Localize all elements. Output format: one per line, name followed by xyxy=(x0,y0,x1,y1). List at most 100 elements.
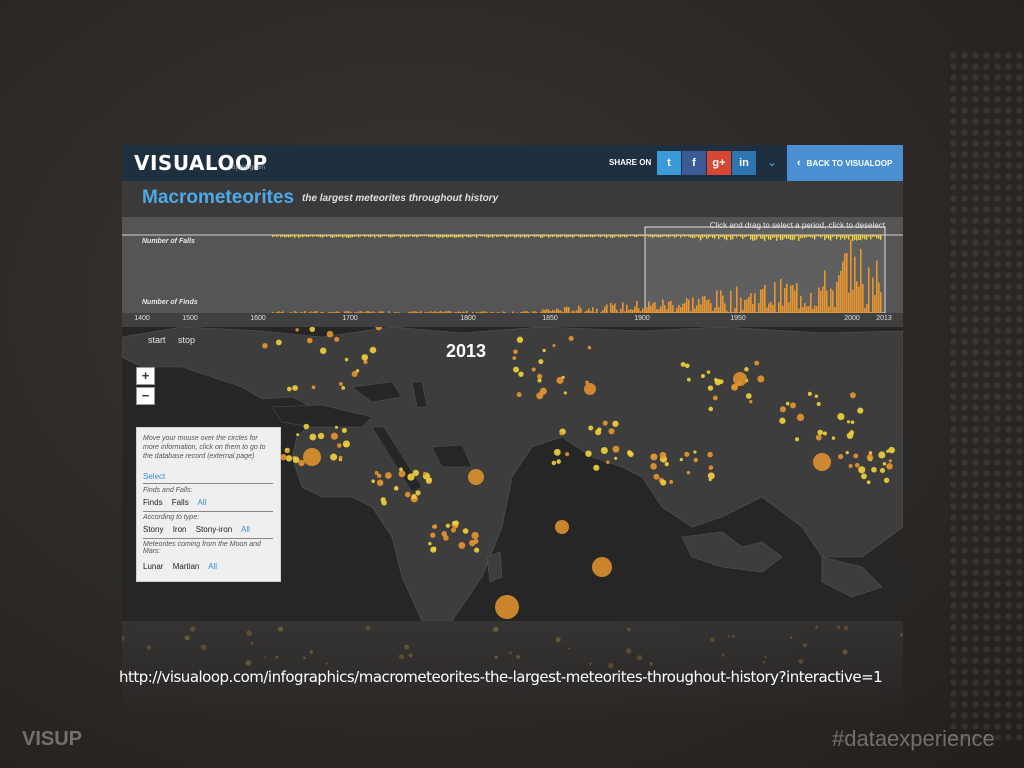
finds-bar xyxy=(748,296,750,313)
stop-button[interactable]: stop xyxy=(178,335,196,345)
option-all[interactable]: All xyxy=(208,562,218,571)
falls-bar xyxy=(558,235,560,238)
landmass-islands xyxy=(681,531,783,573)
falls-bar xyxy=(740,235,742,238)
meteorite-circle xyxy=(473,538,479,544)
falls-bar xyxy=(652,235,654,238)
source-url[interactable]: http://visualoop.com/infographics/macrom… xyxy=(119,668,883,686)
meteorite-circle xyxy=(708,465,714,470)
falls-bar xyxy=(574,235,576,237)
finds-bar xyxy=(330,311,332,313)
finds-bar xyxy=(684,302,686,313)
meteorite-circle xyxy=(399,467,403,472)
finds-bar xyxy=(464,312,466,313)
finds-bar xyxy=(740,297,742,313)
finds-bar xyxy=(590,311,592,313)
reflection-dot xyxy=(843,625,849,631)
meteorite-circle xyxy=(552,343,556,348)
map-canvas[interactable] xyxy=(122,327,903,621)
option-finds[interactable]: Finds xyxy=(143,498,163,507)
finds-bar xyxy=(864,307,866,313)
finds-bar xyxy=(772,304,774,313)
falls-bar xyxy=(834,235,836,237)
google-plus-icon[interactable]: g+ xyxy=(707,151,731,175)
falls-bar xyxy=(492,235,494,238)
falls-bar xyxy=(722,235,724,238)
select-link[interactable]: Select xyxy=(143,472,166,481)
finds-bar xyxy=(276,311,278,313)
falls-bar xyxy=(772,235,774,238)
zoom-in-button[interactable]: + xyxy=(136,367,155,385)
falls-bar xyxy=(406,235,408,237)
option-iron[interactable]: Iron xyxy=(172,525,187,534)
facebook-icon[interactable]: f xyxy=(682,151,706,175)
falls-bar xyxy=(750,235,752,240)
linkedin-icon[interactable]: in xyxy=(732,151,756,175)
finds-bar xyxy=(280,312,282,313)
finds-bar xyxy=(862,283,864,313)
falls-bar xyxy=(340,235,342,237)
falls-bar xyxy=(590,235,592,238)
visualoop-logo[interactable]: VISUALOOP xyxy=(134,151,268,175)
finds-bar xyxy=(346,311,348,313)
timeline-histogram[interactable] xyxy=(122,217,903,314)
meteorite-circle xyxy=(837,413,845,421)
meteorite-circle xyxy=(361,354,369,361)
twitter-icon[interactable]: t xyxy=(657,151,681,175)
axis-year: 1400 xyxy=(134,315,150,322)
back-to-visualoop-button[interactable]: ‹ BACK TO VISUALOOP xyxy=(787,145,903,181)
option-lunar[interactable]: Lunar xyxy=(143,562,164,571)
finds-bar xyxy=(846,253,848,313)
finds-bar xyxy=(416,311,418,313)
site-header: VISUALOOP by Infogr.am SHARE ON t f g+ i… xyxy=(122,145,903,181)
falls-bar xyxy=(628,235,630,237)
option-falls[interactable]: Falls xyxy=(171,498,189,507)
finds-bar xyxy=(840,270,842,313)
world-map[interactable]: start stop 2013 + − Move your mouse over… xyxy=(122,327,903,621)
finds-bar xyxy=(414,311,416,313)
option-all[interactable]: All xyxy=(197,498,207,507)
falls-bar xyxy=(438,235,440,238)
falls-bar xyxy=(480,235,482,237)
falls-bar xyxy=(462,235,464,238)
start-button[interactable]: start xyxy=(148,335,166,345)
meteorite-circle xyxy=(513,366,520,373)
meteorite-circles[interactable] xyxy=(262,327,895,619)
falls-bar xyxy=(380,235,382,238)
finds-bar xyxy=(734,308,736,313)
falls-bar xyxy=(676,235,678,237)
finds-bar xyxy=(666,309,668,313)
axis-year: 1700 xyxy=(342,315,358,322)
finds-bar xyxy=(600,312,602,313)
meteorite-circle xyxy=(375,327,383,331)
meteorite-circle xyxy=(664,461,669,467)
meteorite-circle xyxy=(878,451,886,459)
falls-bar xyxy=(748,235,750,237)
finds-bar xyxy=(800,295,802,313)
option-stony-iron[interactable]: Stony-iron xyxy=(195,525,233,534)
option-stony[interactable]: Stony xyxy=(143,525,164,534)
finds-bar xyxy=(762,289,764,313)
meteorite-circle xyxy=(600,446,608,455)
timeline-brush[interactable]: Click and drag to select a period, click… xyxy=(122,217,903,327)
zoom-out-button[interactable]: − xyxy=(136,387,155,405)
option-martian[interactable]: Martian xyxy=(172,562,200,571)
falls-bar xyxy=(522,235,524,237)
meteorite-circle xyxy=(412,469,420,477)
finds-bar xyxy=(408,312,410,313)
falls-bar xyxy=(378,235,380,238)
reflection-dot xyxy=(264,656,267,659)
finds-bar xyxy=(544,309,546,313)
finds-bar xyxy=(690,311,692,313)
falls-bar xyxy=(830,235,832,241)
falls-bar xyxy=(550,235,552,237)
meteorite-circle xyxy=(407,473,415,481)
falls-bar xyxy=(732,235,734,240)
falls-bar xyxy=(790,235,792,241)
falls-bar xyxy=(412,235,414,237)
meteorite-circle xyxy=(537,373,543,380)
finds-bar xyxy=(440,311,442,313)
chevron-down-icon[interactable]: ⌄ xyxy=(767,155,778,169)
option-all[interactable]: All xyxy=(240,525,250,534)
meteorite-circle xyxy=(886,449,890,453)
